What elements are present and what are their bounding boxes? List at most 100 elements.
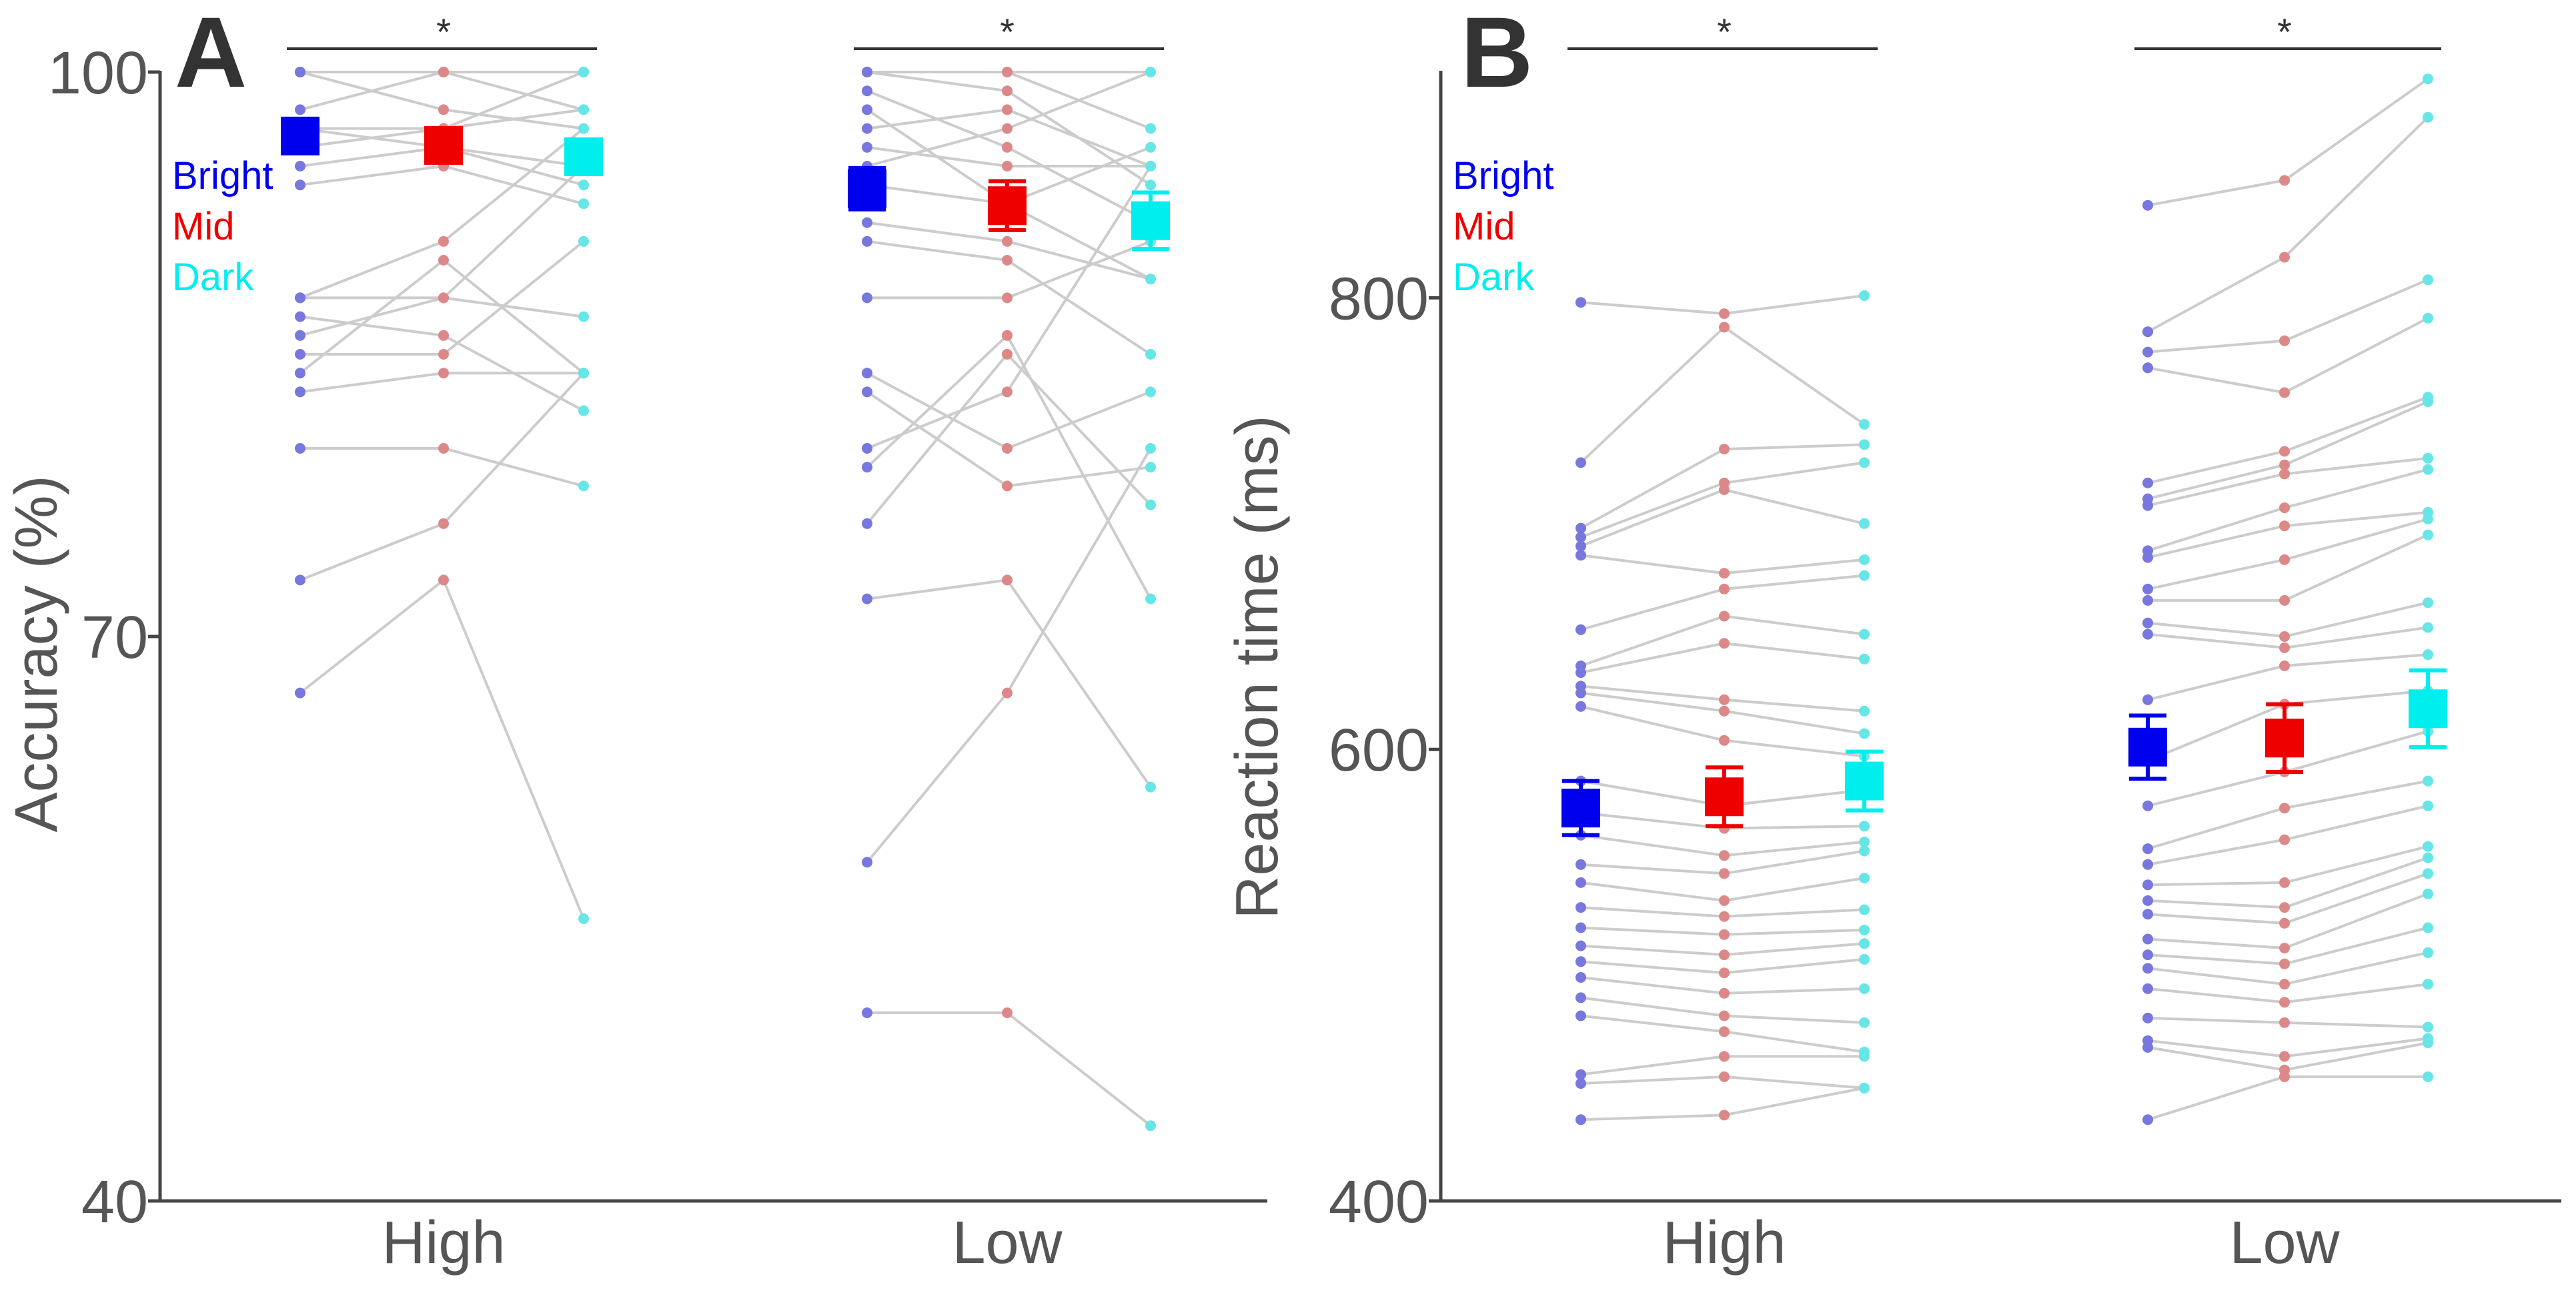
subject-point [1719,1071,1730,1082]
subject-point [1575,522,1586,534]
subject-point [1575,297,1586,308]
subject-point [578,198,589,209]
mean-marker-dark [2409,689,2447,729]
subject-point [578,67,589,77]
subject-line [866,372,1151,450]
subject-point [2142,594,2153,606]
subject-line [2147,601,2429,638]
subject-point [1719,949,1730,961]
subject-point [1145,462,1156,473]
x-category-label: Low [952,1210,1063,1276]
subject-point [578,913,589,924]
subject-point [862,368,872,379]
subject-point [1145,443,1156,454]
subject-point [2279,335,2290,346]
subject-point [1145,274,1156,285]
subject-point [1859,845,1870,857]
subject-point [2279,459,2290,470]
subject-point [862,1007,872,1018]
subject-point [2423,922,2433,933]
subject-point [578,480,589,492]
subject-point [862,593,872,604]
mean-marker-mid [1705,777,1744,817]
subject-point [1575,992,1586,1003]
subject-point [1859,290,1870,301]
legend-entry-mid: Mid [1453,205,1515,248]
subject-point [2142,477,2153,488]
subject-point [1719,850,1730,861]
subject-point [2423,947,2433,958]
subject-point [1719,638,1730,649]
subject-point [295,349,305,360]
subject-point [2423,841,2433,852]
subject-point [438,292,449,304]
subject-point [1859,953,1870,965]
y-tick-label: 600 [1329,717,1429,784]
subject-point [1002,255,1013,266]
subject-point [1575,457,1586,468]
x-category-label: Low [2229,1210,2340,1276]
subject-point [1145,67,1156,77]
subject-point [1719,610,1730,622]
subject-point [2423,622,2433,633]
subject-point [2279,877,2290,888]
subject-point [1145,1120,1156,1132]
subject-point [1002,687,1013,699]
subject-point [862,141,872,153]
subject-line [299,71,584,111]
subject-point [2279,520,2290,532]
subject-point [1859,873,1870,884]
subject-line [299,164,584,205]
subject-point [1002,330,1013,341]
subject-point [1859,554,1870,565]
subject-point [2279,902,2290,913]
subject-point [438,330,449,341]
significance-star: * [1717,11,1732,53]
subject-point [2423,312,2433,324]
subject-point [2142,879,2153,891]
subject-line [2147,116,2429,333]
subject-point [2142,983,2153,994]
subject-point [2279,1051,2290,1062]
subject-point [1719,929,1730,940]
subject-point [295,67,305,77]
subject-point [1859,728,1870,739]
subject-point [2142,694,2153,705]
subject-point [862,217,872,228]
subject-point [1002,161,1013,171]
subject-point [2423,1071,2433,1082]
subject-point [1002,292,1013,304]
subject-point [2423,868,2433,879]
subject-point [1575,532,1586,543]
legend-entry-dark: Dark [172,256,254,299]
significance-star: * [1000,11,1015,53]
subject-point [2423,800,2433,811]
subject-point [2423,452,2433,464]
subject-point [1575,667,1586,679]
subject-point [2279,979,2290,990]
subject-point [1859,1017,1870,1028]
subject-point [1002,1007,1013,1018]
subject-point [2423,979,2433,990]
subject-point [1859,518,1870,529]
subject-point [2279,997,2290,1008]
subject-line [300,447,584,488]
subject-line [299,71,584,130]
subject-point [1002,443,1013,454]
subject-line [867,71,1151,130]
subject-point [2279,594,2290,606]
subject-point [1575,859,1586,870]
subject-point [1859,570,1870,581]
mean-marker-bright [848,169,886,208]
subject-point [2279,661,2290,671]
subject-point [1575,701,1586,712]
subject-point [1719,484,1730,495]
significance-star: * [2277,11,2292,53]
subject-line [866,578,1152,788]
mean-marker-dark [1131,201,1170,240]
subject-point [1859,821,1870,832]
subject-point [1719,322,1730,333]
significance-star: * [436,11,451,53]
subject-point [2142,628,2153,640]
subject-point [1575,687,1586,699]
